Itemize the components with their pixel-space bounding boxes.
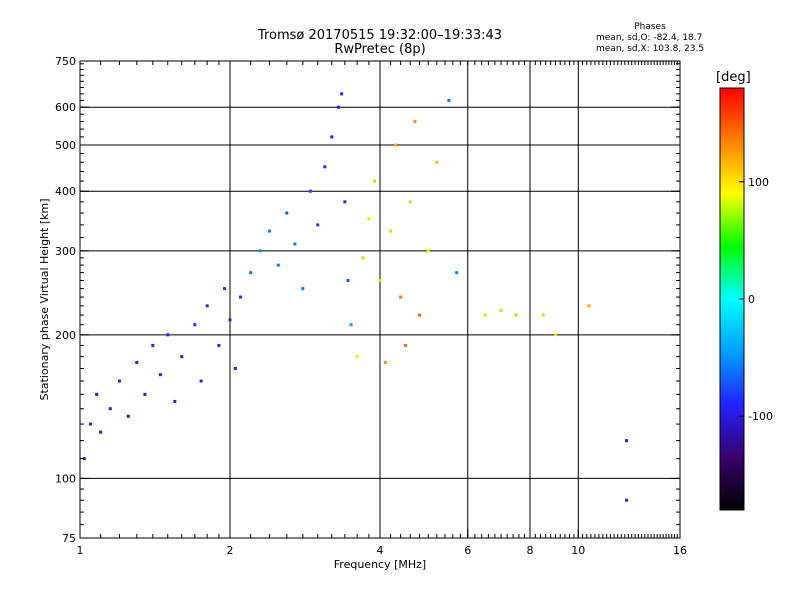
data-point [193,323,197,327]
x-tick-label: 4 [377,544,384,557]
data-point [346,278,350,282]
data-point [249,271,253,275]
data-point [483,313,487,317]
data-point [166,333,170,337]
data-point [447,98,451,102]
data-point [340,92,344,96]
phase-stats-x: mean, sd,X: 103.8, 23.5 [596,44,705,54]
data-point [455,271,459,275]
data-point [108,407,112,411]
data-point [343,200,347,204]
data-point [126,414,130,418]
y-axis-label: Stationary phase Virtual Height [km] [38,198,51,400]
data-point [267,229,271,233]
data-point [625,498,629,502]
data-point [499,308,503,312]
data-point [143,392,147,396]
y-tick-label: 400 [55,185,76,198]
data-point [361,256,365,260]
colorbar-tick-label: -100 [748,410,773,423]
data-point [276,263,280,267]
y-tick-label: 600 [55,101,76,114]
data-point [349,323,353,327]
data-points [82,92,629,502]
x-tick-label: 16 [673,544,687,557]
chart-title: Tromsø 20170515 19:32:00–19:33:43 [257,28,503,43]
chart-subtitle: RwPretec (8p) [334,42,426,57]
data-point [308,189,312,193]
data-point [330,135,334,139]
y-tick-label: 500 [55,139,76,152]
data-point [180,355,184,359]
x-axis-label: Frequency [MHz] [334,558,426,571]
data-point [541,313,545,317]
data-point [117,379,121,383]
y-tick-label: 75 [62,532,76,545]
data-point [205,304,209,308]
data-point [336,105,340,109]
data-point [301,287,305,291]
data-point [293,242,297,246]
y-tick-label: 100 [55,472,76,485]
colorbar-tick-label: 0 [748,293,755,306]
data-point [82,457,86,461]
x-tick-label: 8 [527,544,534,557]
data-point [394,143,398,147]
data-point [239,295,243,299]
data-point [173,399,177,403]
data-point [223,287,227,291]
data-point [151,343,155,347]
data-point [258,249,262,253]
data-point [89,422,93,426]
data-point [426,249,430,253]
data-point [553,333,557,337]
y-tick-label: 750 [55,55,76,68]
data-point [323,165,327,169]
data-point [413,120,417,124]
data-point [408,200,412,204]
colorbar-label: [deg] [716,70,751,85]
x-tick-label: 2 [227,544,234,557]
data-point [95,392,99,396]
data-point [233,366,237,370]
data-point [435,160,439,164]
data-point [367,217,371,221]
data-point [355,355,359,359]
data-point [99,430,103,434]
data-point [316,223,320,227]
phases-heading: Phases [634,22,666,32]
data-point [625,439,629,443]
grid [80,61,680,538]
axis-ticks: 1 2 4 6 8 10 16 75 100 200 300 400 500 600 750 [55,55,687,557]
data-point [135,360,139,364]
data-point [378,278,382,282]
data-point [417,313,421,317]
data-point [514,313,518,317]
data-point [389,229,393,233]
data-point [399,295,403,299]
y-tick-label: 300 [55,245,76,258]
x-tick-label: 1 [77,544,84,557]
y-tick-label: 200 [55,329,76,342]
colorbar-tick-label: 100 [748,176,769,189]
phase-stats-o: mean, sd,O: -82.4, 18.7 [596,33,703,43]
data-point [199,379,203,383]
data-point [373,179,377,183]
data-point [383,360,387,364]
data-point [587,304,591,308]
data-point [403,343,407,347]
colorbar-ticks: 100 0 -100 [739,176,773,423]
data-point [285,211,289,215]
x-tick-label: 6 [464,544,471,557]
data-point [217,343,221,347]
x-tick-label: 10 [571,544,585,557]
data-point [228,318,232,322]
data-point [158,373,162,377]
